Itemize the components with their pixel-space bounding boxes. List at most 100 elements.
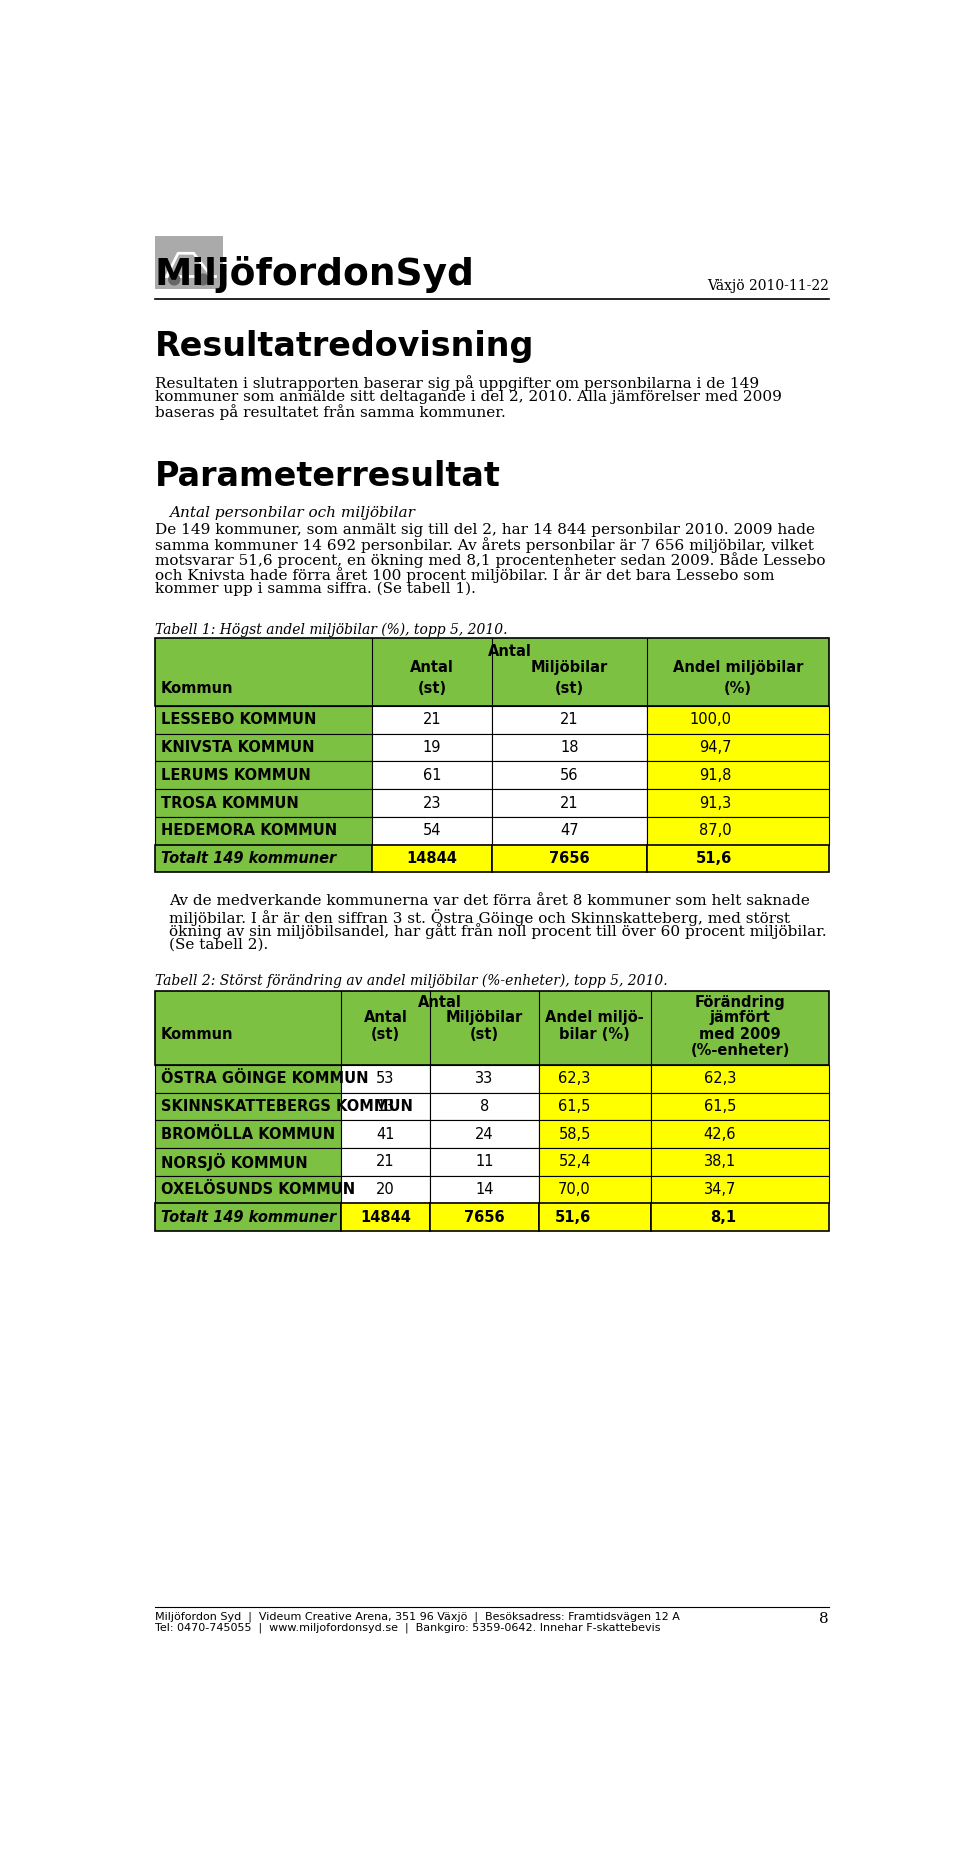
Text: 19: 19 bbox=[422, 740, 442, 755]
Bar bbox=[341, 1148, 430, 1175]
Bar bbox=[647, 818, 829, 845]
Text: Totalt 149 kommuner: Totalt 149 kommuner bbox=[161, 851, 336, 866]
Text: (%): (%) bbox=[724, 680, 752, 695]
Text: Miljöbilar: Miljöbilar bbox=[531, 660, 608, 675]
Text: 54: 54 bbox=[422, 823, 442, 838]
Bar bbox=[372, 706, 492, 734]
Text: 18: 18 bbox=[561, 740, 579, 755]
Text: 58,5: 58,5 bbox=[559, 1127, 590, 1142]
Text: Förändring: Förändring bbox=[695, 996, 785, 1010]
Text: 56: 56 bbox=[561, 768, 579, 782]
Bar bbox=[647, 762, 829, 790]
Bar bbox=[430, 1203, 539, 1231]
Bar bbox=[539, 1203, 651, 1231]
Bar bbox=[430, 1064, 539, 1092]
Text: NORSJÖ KOMMUN: NORSJÖ KOMMUN bbox=[161, 1153, 308, 1172]
Text: Antal: Antal bbox=[418, 996, 462, 1010]
Text: kommer upp i samma siffra. (Se tabell 1).: kommer upp i samma siffra. (Se tabell 1)… bbox=[155, 582, 476, 595]
Text: 7656: 7656 bbox=[549, 851, 589, 866]
Text: bilar (%): bilar (%) bbox=[560, 1027, 630, 1042]
Text: baseras på resultatet från samma kommuner.: baseras på resultatet från samma kommune… bbox=[155, 404, 506, 421]
Text: (Se tabell 2).: (Se tabell 2). bbox=[169, 938, 268, 951]
Text: LERUMS KOMMUN: LERUMS KOMMUN bbox=[161, 768, 311, 782]
Text: med 2009: med 2009 bbox=[699, 1027, 780, 1042]
Text: (st): (st) bbox=[555, 680, 584, 695]
Bar bbox=[155, 1203, 341, 1231]
Text: Antal: Antal bbox=[488, 645, 532, 660]
Text: (st): (st) bbox=[418, 680, 446, 695]
Text: HEDEMORA KOMMUN: HEDEMORA KOMMUN bbox=[161, 823, 337, 838]
Circle shape bbox=[169, 274, 180, 286]
Text: 11: 11 bbox=[475, 1155, 493, 1170]
Text: TROSA KOMMUN: TROSA KOMMUN bbox=[161, 795, 299, 810]
Text: Antal personbilar och miljöbilar: Antal personbilar och miljöbilar bbox=[169, 506, 415, 519]
Text: motsvarar 51,6 procent, en ökning med 8,1 procentenheter sedan 2009. Både Lesseb: motsvarar 51,6 procent, en ökning med 8,… bbox=[155, 552, 826, 567]
Text: 14844: 14844 bbox=[360, 1211, 411, 1225]
Text: 52,4: 52,4 bbox=[559, 1155, 590, 1170]
Text: Antal: Antal bbox=[410, 660, 454, 675]
Text: Parameterresultat: Parameterresultat bbox=[155, 460, 501, 493]
Circle shape bbox=[198, 274, 208, 286]
Bar bbox=[155, 845, 372, 873]
Text: 94,7: 94,7 bbox=[700, 740, 732, 755]
Text: Av de medverkande kommunerna var det förra året 8 kommuner som helt saknade: Av de medverkande kommunerna var det för… bbox=[169, 894, 809, 908]
Bar bbox=[647, 706, 829, 734]
Bar bbox=[155, 734, 372, 762]
Text: 8,1: 8,1 bbox=[710, 1211, 736, 1225]
Bar bbox=[651, 1064, 829, 1092]
Text: Kommun: Kommun bbox=[161, 1027, 233, 1042]
Bar bbox=[155, 1175, 341, 1203]
Bar bbox=[372, 734, 492, 762]
Bar bbox=[430, 1148, 539, 1175]
Bar bbox=[492, 818, 647, 845]
Text: (st): (st) bbox=[469, 1027, 499, 1042]
Text: 8: 8 bbox=[820, 1611, 829, 1626]
Text: 47: 47 bbox=[561, 823, 579, 838]
Text: (st): (st) bbox=[371, 1027, 400, 1042]
Text: ökning av sin miljöbilsandel, har gått från noll procent till över 60 procent mi: ökning av sin miljöbilsandel, har gått f… bbox=[169, 923, 827, 940]
Text: Resultaten i slutrapporten baserar sig på uppgifter om personbilarna i de 149: Resultaten i slutrapporten baserar sig p… bbox=[155, 375, 759, 391]
Text: 100,0: 100,0 bbox=[690, 712, 732, 727]
Text: 13: 13 bbox=[376, 1099, 395, 1114]
Text: 20: 20 bbox=[376, 1183, 395, 1198]
Bar bbox=[155, 1148, 341, 1175]
Bar bbox=[492, 706, 647, 734]
Bar bbox=[155, 990, 829, 1064]
Bar bbox=[155, 818, 372, 845]
Text: samma kommuner 14 692 personbilar. Av årets personbilar är 7 656 miljöbilar, vil: samma kommuner 14 692 personbilar. Av år… bbox=[155, 538, 814, 552]
Bar bbox=[155, 1064, 341, 1092]
Text: KNIVSTA KOMMUN: KNIVSTA KOMMUN bbox=[161, 740, 315, 755]
Text: Totalt 149 kommuner: Totalt 149 kommuner bbox=[161, 1211, 336, 1225]
Text: 87,0: 87,0 bbox=[699, 823, 732, 838]
Text: BROMÖLLA KOMMUN: BROMÖLLA KOMMUN bbox=[161, 1127, 335, 1142]
Bar bbox=[647, 845, 829, 873]
Bar bbox=[155, 790, 372, 818]
Bar bbox=[155, 1092, 341, 1120]
Text: MiljöfordonSyd: MiljöfordonSyd bbox=[155, 256, 475, 293]
Bar bbox=[341, 1203, 430, 1231]
Text: 34,7: 34,7 bbox=[704, 1183, 736, 1198]
Text: 21: 21 bbox=[422, 712, 442, 727]
Bar bbox=[539, 1092, 651, 1120]
Text: 33: 33 bbox=[475, 1072, 493, 1086]
Text: och Knivsta hade förra året 100 procent miljöbilar. I år är det bara Lessebo som: och Knivsta hade förra året 100 procent … bbox=[155, 567, 775, 582]
Text: 41: 41 bbox=[376, 1127, 395, 1142]
Text: 42,6: 42,6 bbox=[704, 1127, 736, 1142]
Text: 91,3: 91,3 bbox=[700, 795, 732, 810]
Bar bbox=[539, 1148, 651, 1175]
Bar bbox=[539, 1064, 651, 1092]
Text: 61,5: 61,5 bbox=[559, 1099, 590, 1114]
Text: Miljöbilar: Miljöbilar bbox=[445, 1010, 523, 1025]
Text: 51,6: 51,6 bbox=[696, 851, 732, 866]
Text: 62,3: 62,3 bbox=[559, 1072, 590, 1086]
Bar bbox=[372, 790, 492, 818]
Text: 38,1: 38,1 bbox=[704, 1155, 736, 1170]
Bar bbox=[341, 1092, 430, 1120]
Text: Miljöfordon Syd  |  Videum Creative Arena, 351 96 Växjö  |  Besöksadress: Framti: Miljöfordon Syd | Videum Creative Arena,… bbox=[155, 1611, 680, 1622]
Text: 14: 14 bbox=[475, 1183, 493, 1198]
Text: Tel: 0470-745055  |  www.miljofordonsyd.se  |  Bankgiro: 5359-0642. Innehar F-sk: Tel: 0470-745055 | www.miljofordonsyd.se… bbox=[155, 1622, 660, 1633]
Bar bbox=[651, 1148, 829, 1175]
Bar bbox=[539, 1120, 651, 1148]
Bar bbox=[372, 818, 492, 845]
Bar bbox=[430, 1175, 539, 1203]
